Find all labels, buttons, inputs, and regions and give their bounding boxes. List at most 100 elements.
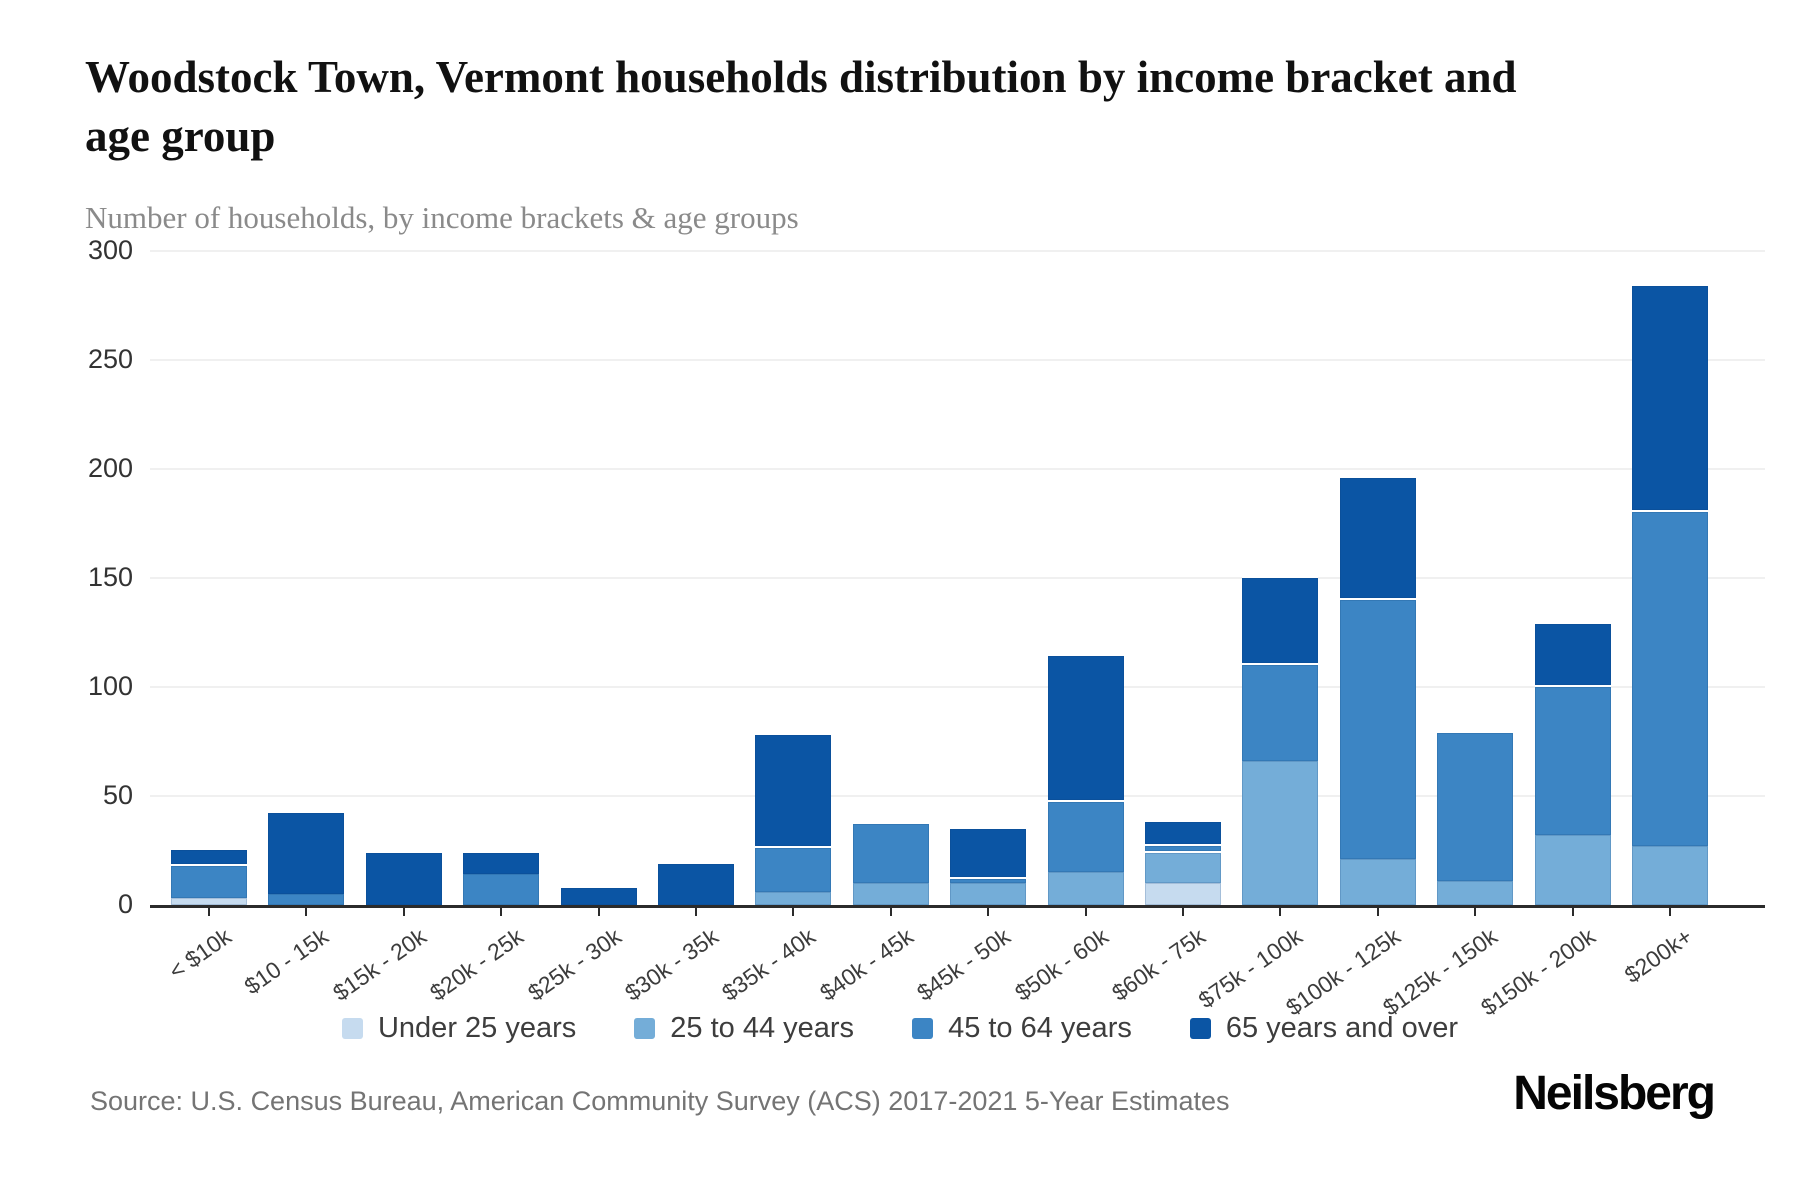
y-tick-label-100: 100 <box>87 671 133 701</box>
bar-100k-125k[interactable] <box>1339 475 1416 905</box>
bar-segment-25-to-44-years[interactable] <box>755 891 832 905</box>
x-tick-mark <box>889 908 892 916</box>
bar-segment-45-to-64-years[interactable] <box>1242 663 1319 762</box>
bar-segment-under-25-years[interactable] <box>171 898 247 905</box>
x-tick-mark <box>987 908 990 916</box>
x-tick-mark <box>695 908 697 916</box>
bar-segment-25-to-44-years[interactable] <box>950 883 1027 905</box>
x-tick-mark <box>1182 908 1184 916</box>
bar-segment-65-years-and-over[interactable] <box>1242 575 1319 664</box>
bar-segment-65-years-and-over[interactable] <box>658 863 734 905</box>
bar-segment-65-years-and-over[interactable] <box>268 811 345 895</box>
bar-segment-65-years-and-over[interactable] <box>560 887 637 905</box>
plot-area <box>150 250 1765 908</box>
gridline-150 <box>150 577 1765 579</box>
bar-segment-45-to-64-years[interactable] <box>1534 684 1611 836</box>
bar-segment-45-to-64-years[interactable] <box>268 894 345 905</box>
bar-150k-200k[interactable] <box>1534 621 1611 905</box>
bar-segment-45-to-64-years[interactable] <box>1145 843 1221 851</box>
x-tick-mark <box>1571 908 1574 916</box>
chart-subtitle: Number of households, by income brackets… <box>85 200 799 235</box>
bar-segment-25-to-44-years[interactable] <box>1145 850 1221 884</box>
bar-segment-65-years-and-over[interactable] <box>171 848 247 864</box>
legend: Under 25 years 25 to 44 years 45 to 64 yea… <box>0 1012 1800 1045</box>
bar-segment-65-years-and-over[interactable] <box>950 826 1027 877</box>
bar-segment-65-years-and-over[interactable] <box>755 732 832 847</box>
legend-swatch <box>912 1018 934 1039</box>
bar-segment-65-years-and-over[interactable] <box>365 852 442 905</box>
legend-label: 25 to 44 years <box>670 1012 855 1044</box>
bar-segment-65-years-and-over[interactable] <box>1534 621 1611 685</box>
x-tick-mark <box>792 908 795 916</box>
y-tick-label-200: 200 <box>87 453 133 483</box>
source-note: Source: U.S. Census Bureau, American Com… <box>90 1086 1230 1116</box>
legend-item-65-years-and-over[interactable]: 65 years and over <box>1189 1012 1458 1045</box>
bar-60k-75k[interactable] <box>1145 820 1221 905</box>
x-tick-mark <box>208 908 210 916</box>
bar-200k[interactable] <box>1632 283 1708 905</box>
bar-segment-65-years-and-over[interactable] <box>1047 654 1124 801</box>
bar-45k-50k[interactable] <box>950 826 1027 905</box>
bar-segment-25-to-44-years[interactable] <box>1632 846 1708 905</box>
legend-item-under-25-years[interactable]: Under 25 years <box>341 1012 577 1045</box>
legend-label: 45 to 64 years <box>948 1012 1132 1044</box>
bar-10-15k[interactable] <box>268 811 345 905</box>
legend-item-25-to-44-years[interactable]: 25 to 44 years <box>634 1012 854 1045</box>
bar-segment-25-to-44-years[interactable] <box>1437 881 1514 905</box>
x-tick-mark <box>1084 908 1087 916</box>
bar-10k[interactable] <box>171 848 247 905</box>
bar-segment-45-to-64-years[interactable] <box>852 822 929 884</box>
bar-segment-25-to-44-years[interactable] <box>1242 761 1319 905</box>
gridline-100 <box>150 686 1765 688</box>
neilsberg-logo: Neilsberg <box>1513 1067 1716 1120</box>
gridline-50 <box>150 795 1765 797</box>
bar-segment-45-to-64-years[interactable] <box>1632 510 1708 847</box>
bar-125k-150k[interactable] <box>1437 730 1514 905</box>
bar-segment-65-years-and-over[interactable] <box>1632 283 1708 511</box>
bar-segment-45-to-64-years[interactable] <box>463 874 540 905</box>
bar-segment-25-to-44-years[interactable] <box>852 883 929 905</box>
legend-label: Under 25 years <box>377 1012 577 1044</box>
y-tick-label-0: 0 <box>117 889 133 919</box>
bar-segment-25-to-44-years[interactable] <box>1047 872 1124 905</box>
bar-75k-100k[interactable] <box>1242 575 1319 905</box>
bar-segment-45-to-64-years[interactable] <box>171 863 247 899</box>
bar-segment-45-to-64-years[interactable] <box>755 846 832 892</box>
bar-segment-45-to-64-years[interactable] <box>1437 730 1514 882</box>
gridline-300 <box>150 250 1765 252</box>
x-tick-mark <box>402 908 405 916</box>
y-tick-label-300: 300 <box>87 235 133 265</box>
bar-segment-65-years-and-over[interactable] <box>463 850 540 875</box>
gridline-200 <box>150 468 1765 470</box>
bar-segment-25-to-44-years[interactable] <box>1339 859 1416 905</box>
bar-20k-25k[interactable] <box>463 850 540 905</box>
x-tick-mark <box>1474 908 1477 916</box>
x-tick-mark <box>597 908 600 916</box>
bar-segment-45-to-64-years[interactable] <box>1047 800 1124 873</box>
bar-segment-under-25-years[interactable] <box>1145 883 1221 905</box>
legend-swatch <box>634 1018 656 1039</box>
bar-segment-45-to-64-years[interactable] <box>950 876 1027 884</box>
x-tick-mark <box>500 908 503 916</box>
bar-segment-25-to-44-years[interactable] <box>1534 835 1611 905</box>
bar-30k-35k[interactable] <box>658 863 734 905</box>
y-tick-label-250: 250 <box>87 344 133 374</box>
bar-segment-65-years-and-over[interactable] <box>1145 820 1221 844</box>
x-tick-mark <box>1279 908 1282 916</box>
bar-15k-20k[interactable] <box>365 852 442 905</box>
bar-50k-60k[interactable] <box>1047 654 1124 905</box>
legend-item-45-to-64-years[interactable]: 45 to 64 years <box>912 1012 1132 1045</box>
gridline-250 <box>150 359 1765 361</box>
y-tick-label-150: 150 <box>87 562 133 592</box>
bar-25k-30k[interactable] <box>560 887 637 905</box>
x-tick-mark <box>1376 908 1379 916</box>
bar-40k-45k[interactable] <box>852 822 929 905</box>
y-tick-label-50: 50 <box>102 780 133 810</box>
bar-segment-65-years-and-over[interactable] <box>1339 475 1416 598</box>
bar-segment-45-to-64-years[interactable] <box>1339 597 1416 860</box>
x-tick-mark <box>1669 908 1671 916</box>
bar-35k-40k[interactable] <box>755 732 832 905</box>
x-tick-mark <box>305 908 308 916</box>
legend-swatch <box>1189 1018 1211 1039</box>
